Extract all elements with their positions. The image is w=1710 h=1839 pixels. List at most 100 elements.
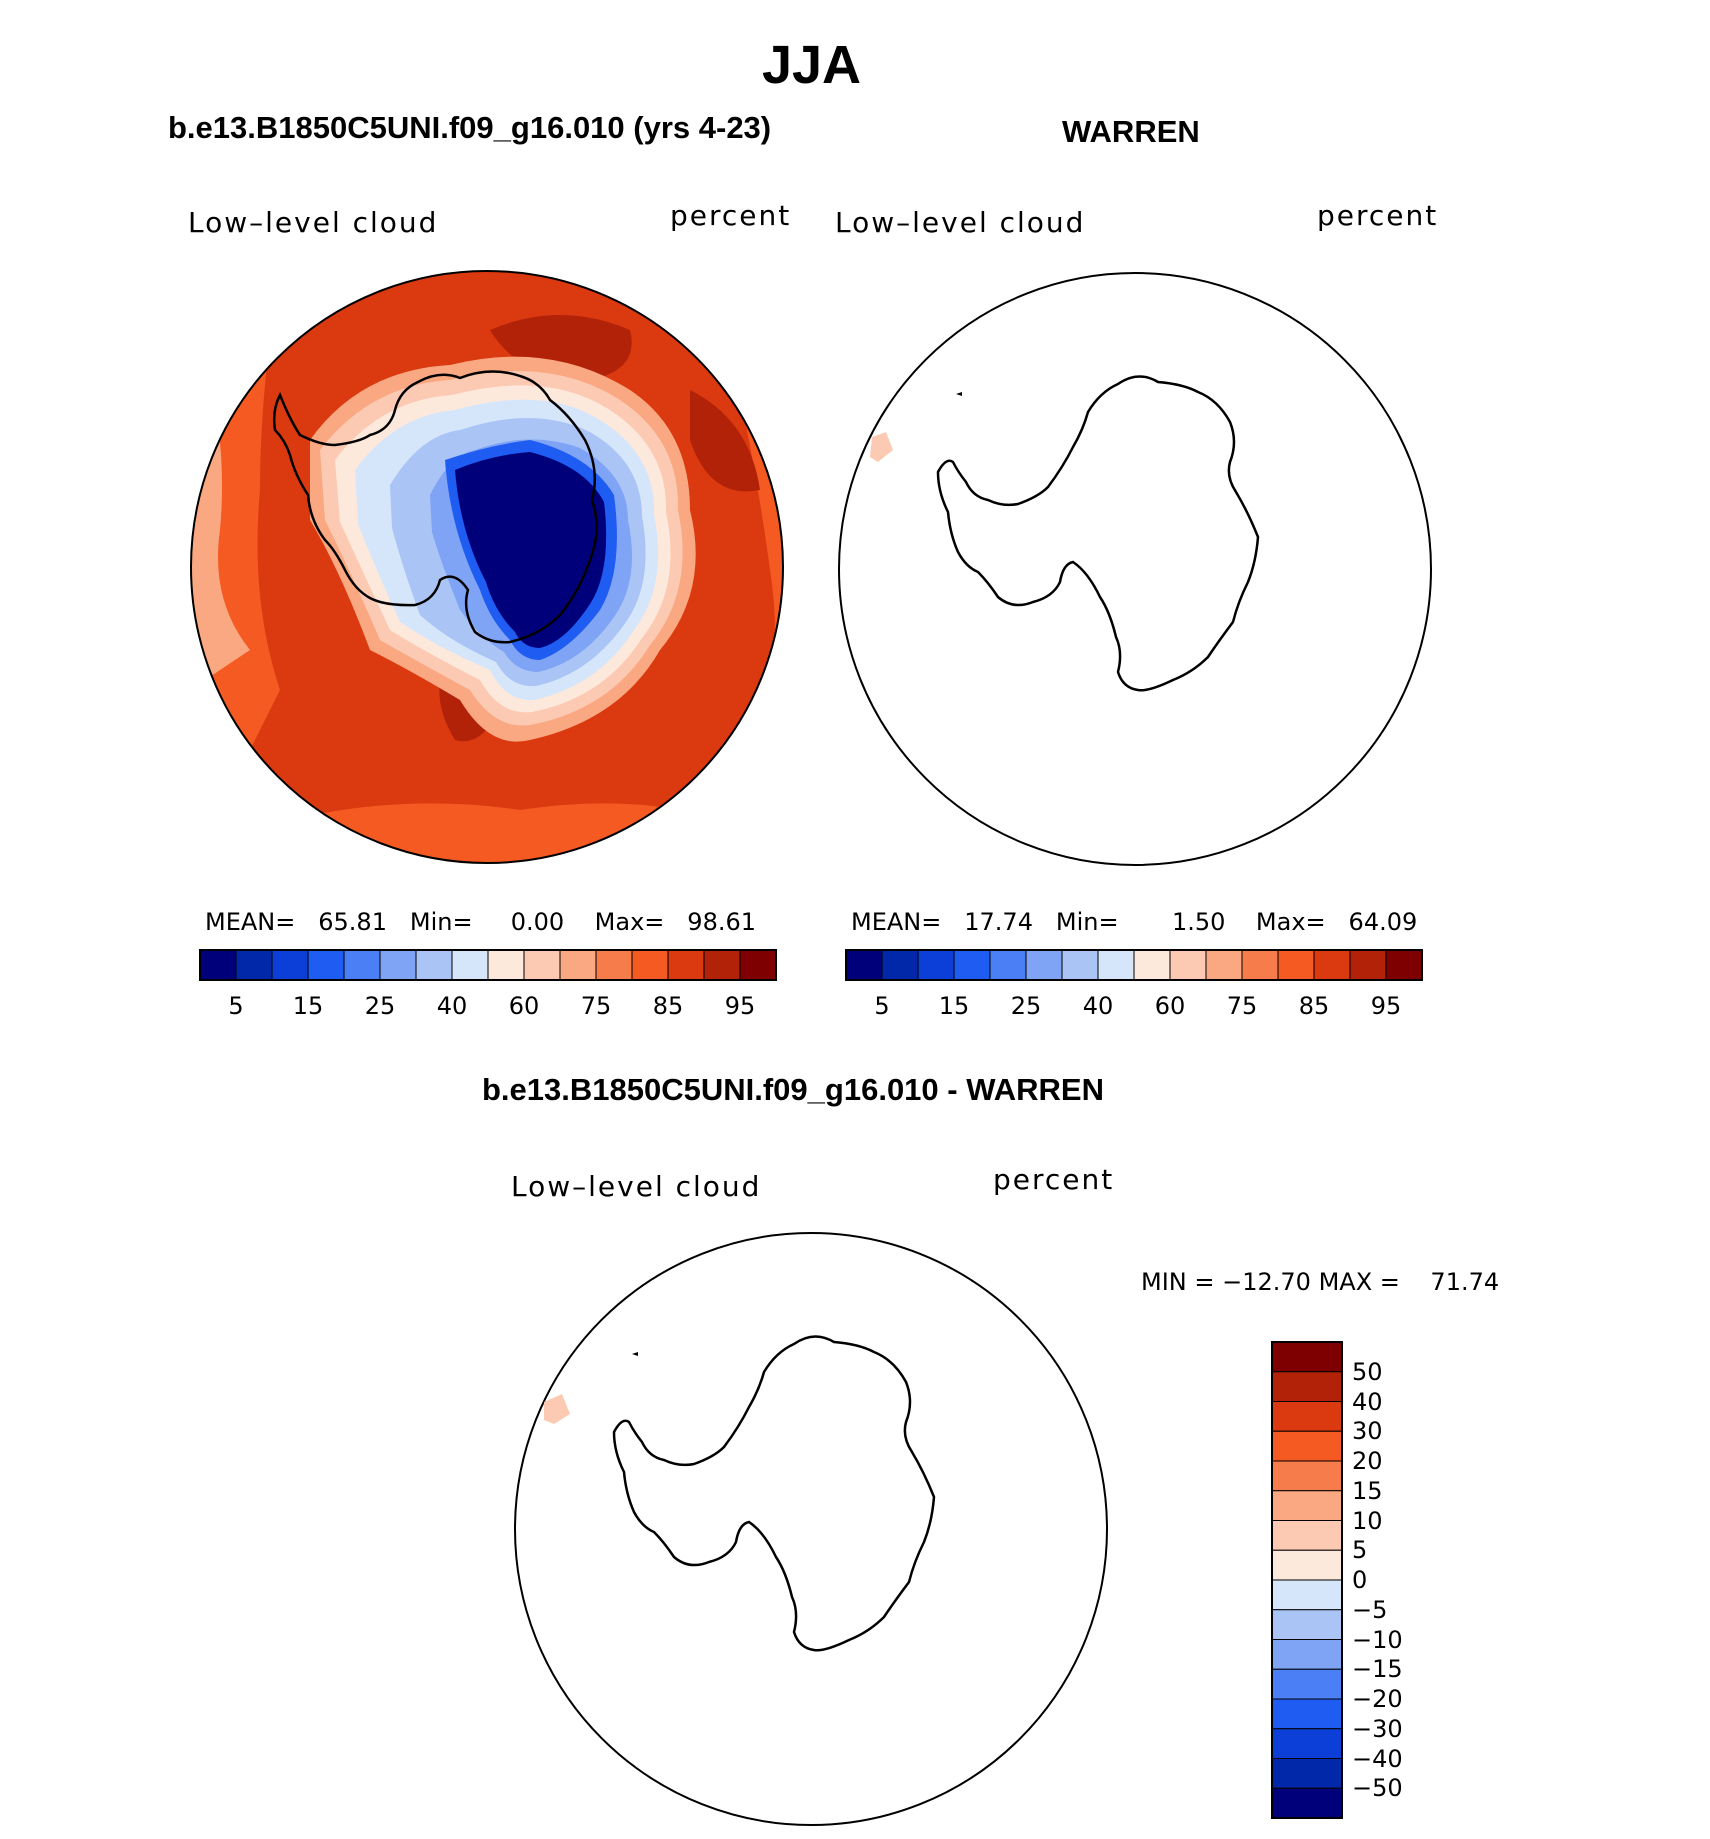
model-colorbar-box xyxy=(523,949,561,981)
obs-colorbar-tick-label: 85 xyxy=(1298,992,1330,1020)
model-mean-label: MEAN= xyxy=(205,908,296,936)
diff-colorbar-box xyxy=(1271,1401,1343,1432)
diff-colorbar-tick-label: 5 xyxy=(1352,1536,1368,1565)
model-colorbar-outline xyxy=(199,949,777,981)
obs-units-label: percent xyxy=(1317,199,1439,232)
diff-colorbar-box xyxy=(1271,1460,1343,1492)
model-colorbar-box xyxy=(703,949,741,981)
obs-colorbar-tick-label: 25 xyxy=(1010,992,1042,1020)
diff-colorbar xyxy=(1271,1341,1343,1819)
diff-colorbar-box xyxy=(1271,1579,1343,1611)
obs-colorbar-box xyxy=(989,949,1027,981)
diff-colorbar-box xyxy=(1271,1787,1343,1819)
model-colorbar-box xyxy=(307,949,345,981)
diff-map xyxy=(514,1232,1108,1826)
model-colorbar-box xyxy=(559,949,597,981)
obs-map xyxy=(838,272,1432,866)
obs-colorbar-tick-label: 5 xyxy=(874,992,890,1020)
obs-panel-title: WARREN xyxy=(1062,114,1200,149)
diff-colorbar-box xyxy=(1271,1609,1343,1640)
obs-colorbar xyxy=(845,949,1423,981)
obs-colorbar-outline xyxy=(845,949,1423,981)
obs-colorbar-box xyxy=(1205,949,1243,981)
model-colorbar-box xyxy=(739,949,777,981)
obs-colorbar-tick-label: 95 xyxy=(1370,992,1402,1020)
obs-colorbar-box xyxy=(1025,949,1063,981)
model-panel-title: b.e13.B1850C5UNI.f09_g16.010 (yrs 4-23) xyxy=(168,110,772,145)
diff-panel-title: b.e13.B1850C5UNI.f09_g16.010 - WARREN xyxy=(482,1072,1104,1107)
obs-stats: MEAN= 17.74 Min= 1.50 Max= 64.09 xyxy=(851,908,1417,936)
diff-min-label: MIN = xyxy=(1141,1268,1215,1296)
model-colorbar-box xyxy=(343,949,381,981)
diff-colorbar-tick-label: −40 xyxy=(1352,1744,1403,1773)
model-map xyxy=(190,270,784,864)
model-colorbar-box xyxy=(451,949,489,981)
model-variable-label: Low–level cloud xyxy=(188,206,439,239)
diff-colorbar-tick-label: 15 xyxy=(1352,1476,1383,1505)
diff-colorbar-tick-label: −10 xyxy=(1352,1625,1403,1654)
diff-max-label: MAX = xyxy=(1318,1268,1400,1296)
model-colorbar-box xyxy=(595,949,633,981)
diff-colorbar-box xyxy=(1271,1549,1343,1581)
diff-colorbar-tick-label: −15 xyxy=(1352,1655,1403,1684)
model-colorbar xyxy=(199,949,777,981)
model-max-label: Max= xyxy=(594,908,665,936)
obs-colorbar-box xyxy=(1385,949,1423,981)
diff-colorbar-box xyxy=(1271,1490,1343,1521)
obs-min-value: 1.50 xyxy=(1171,908,1226,936)
obs-colorbar-tick-label: 60 xyxy=(1154,992,1186,1020)
model-min-label: Min= xyxy=(409,908,473,936)
model-colorbar-box xyxy=(487,949,525,981)
obs-mean-value: 17.74 xyxy=(964,908,1033,936)
model-colorbar-box xyxy=(631,949,669,981)
model-colorbar-tick-label: 95 xyxy=(724,992,756,1020)
model-colorbar-box xyxy=(667,949,705,981)
model-colorbar-box xyxy=(415,949,453,981)
model-mean-value: 65.81 xyxy=(318,908,387,936)
diff-colorbar-tick-label: 0 xyxy=(1352,1566,1368,1594)
obs-colorbar-box xyxy=(953,949,991,981)
model-colorbar-tick-label: 85 xyxy=(652,992,684,1020)
diff-colorbar-box xyxy=(1271,1371,1343,1402)
diff-colorbar-box xyxy=(1271,1430,1343,1462)
model-colorbar-tick-label: 25 xyxy=(364,992,396,1020)
diff-variable-label: Low–level cloud xyxy=(511,1170,762,1203)
diff-colorbar-ticks: 50 40 30 20 15 10 5 0 −5 −10 −15 −20 −30 −40 −50 xyxy=(1352,1342,1452,1818)
model-units-label: percent xyxy=(670,199,792,232)
model-stats: MEAN= 65.81 Min= 0.00 Max= 98.61 xyxy=(205,908,756,936)
model-colorbar-box xyxy=(235,949,273,981)
obs-colorbar-tick-label: 75 xyxy=(1226,992,1258,1020)
obs-colorbar-ticks: 5 15 25 40 60 75 85 95 xyxy=(846,992,1422,1022)
obs-colorbar-box xyxy=(917,949,955,981)
diff-units-label: percent xyxy=(993,1163,1115,1196)
diff-colorbar-box xyxy=(1271,1341,1343,1373)
model-min-value: 0.00 xyxy=(510,908,565,936)
obs-colorbar-tick-label: 15 xyxy=(938,992,970,1020)
model-colorbar-tick-label: 75 xyxy=(580,992,612,1020)
diff-colorbar-tick-label: 50 xyxy=(1352,1357,1383,1386)
obs-mean-label: MEAN= xyxy=(851,908,942,936)
diff-colorbar-box xyxy=(1271,1728,1343,1759)
diff-colorbar-tick-label: 40 xyxy=(1352,1387,1383,1416)
obs-colorbar-box xyxy=(1061,949,1099,981)
obs-colorbar-box xyxy=(1277,949,1315,981)
diff-colorbar-box xyxy=(1271,1668,1343,1700)
obs-min-label: Min= xyxy=(1055,908,1119,936)
obs-colorbar-tick-label: 40 xyxy=(1082,992,1114,1020)
diff-colorbar-tick-label: −30 xyxy=(1352,1714,1403,1743)
model-colorbar-tick-label: 15 xyxy=(292,992,324,1020)
obs-colorbar-box xyxy=(1097,949,1135,981)
diff-min-value: −12.70 xyxy=(1222,1268,1311,1296)
model-colorbar-tick-label: 60 xyxy=(508,992,540,1020)
obs-colorbar-box xyxy=(1349,949,1387,981)
model-colorbar-box xyxy=(379,949,417,981)
diff-colorbar-box xyxy=(1271,1698,1343,1730)
figure-title: JJA xyxy=(761,35,862,95)
diff-colorbar-tick-label: −5 xyxy=(1352,1595,1388,1624)
diff-colorbar-tick-label: 20 xyxy=(1352,1447,1383,1475)
diff-colorbar-tick-label: −50 xyxy=(1352,1774,1403,1803)
obs-colorbar-box xyxy=(845,949,883,981)
obs-colorbar-box xyxy=(1241,949,1279,981)
diff-colorbar-box xyxy=(1271,1758,1343,1789)
obs-variable-label: Low–level cloud xyxy=(835,206,1086,239)
